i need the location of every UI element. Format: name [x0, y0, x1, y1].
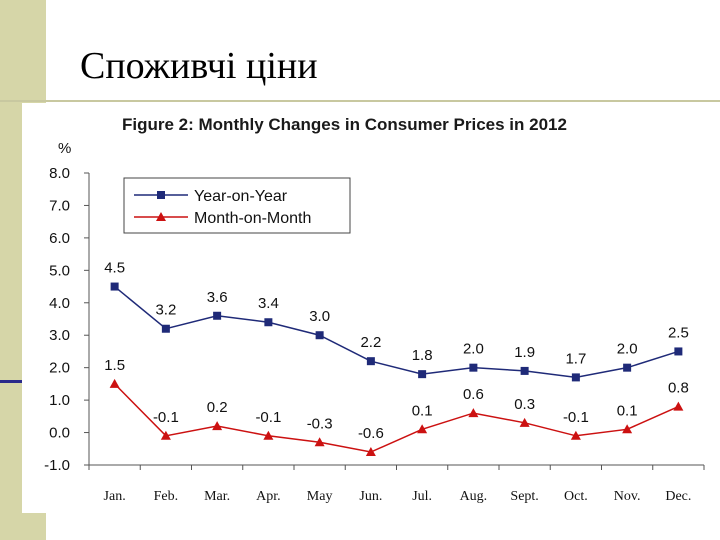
series-month-on-month: 1.5 -0.1 0.2 -0.1 -0.3 -0.6 0.1 0.6 0.3 -0.1 0.1 0.… — [104, 357, 689, 457]
y-tick-label: 3.0 — [49, 327, 70, 344]
x-tick-label: Jun. — [359, 489, 382, 504]
data-point — [110, 282, 119, 291]
data-point — [263, 430, 274, 440]
data-label: 0.8 — [668, 380, 689, 397]
data-label: 4.5 — [104, 260, 125, 277]
data-label: 0.3 — [514, 396, 535, 413]
x-tick-label: Jul. — [412, 489, 432, 504]
y-tick-label: 8.0 — [49, 165, 70, 182]
series-year-on-year: 4.5 3.2 3.6 3.4 3.0 2.2 1.8 2.0 1.9 1.7 2.0 2.5 — [104, 260, 689, 382]
data-point — [418, 370, 427, 379]
series-layer: 4.5 3.2 3.6 3.4 3.0 2.2 1.8 2.0 1.9 1.7 2.0 2.5 1.5 -… — [104, 260, 689, 457]
chart-title: Figure 2: Monthly Changes in Consumer Pr… — [122, 115, 567, 134]
legend-box — [123, 177, 351, 234]
data-label: 3.0 — [309, 308, 330, 325]
series-line — [114, 383, 679, 453]
data-label: -0.3 — [307, 415, 333, 432]
title-divider — [0, 100, 720, 102]
data-label: 0.6 — [463, 386, 484, 403]
x-tick-label: Mar. — [204, 489, 230, 504]
data-point — [674, 347, 683, 356]
series-line — [114, 285, 679, 379]
data-point — [571, 373, 580, 382]
data-point — [264, 318, 273, 327]
data-point — [468, 408, 479, 418]
data-label: 0.1 — [617, 402, 638, 419]
data-point — [519, 417, 530, 427]
x-tick-label: Aug. — [460, 489, 488, 504]
data-point — [623, 363, 632, 372]
data-label: -0.6 — [358, 425, 384, 442]
data-point — [520, 366, 529, 375]
data-point — [673, 401, 684, 411]
data-label: 3.6 — [207, 289, 228, 306]
x-tick-label: Feb. — [154, 489, 179, 504]
chart-panel: Figure 2: Monthly Changes in Consumer Pr… — [22, 103, 720, 513]
data-label: 0.1 — [412, 402, 433, 419]
data-label: -0.1 — [255, 409, 281, 426]
data-label: 1.5 — [104, 357, 125, 374]
x-tick-label: May — [307, 489, 333, 504]
y-tick-label: 6.0 — [49, 230, 70, 247]
data-point — [469, 363, 478, 372]
x-tick-label: Nov. — [614, 489, 641, 504]
data-label: 2.5 — [668, 324, 689, 341]
data-label: 1.9 — [514, 344, 535, 361]
y-unit-label: % — [58, 140, 71, 157]
data-point — [365, 447, 376, 457]
line-chart: Figure 2: Monthly Changes in Consumer Pr… — [44, 115, 705, 504]
data-label: 2.0 — [617, 341, 638, 358]
y-tick-label: 4.0 — [49, 295, 70, 312]
y-tick-label: 5.0 — [49, 262, 70, 279]
legend-label: Year-on-Year — [194, 188, 288, 205]
legend-marker — [157, 191, 165, 199]
data-label: 2.0 — [463, 341, 484, 358]
data-point — [161, 324, 170, 333]
x-tick-label: Dec. — [665, 489, 691, 504]
legend-label: Month-on-Month — [194, 210, 311, 227]
x-tick-label: Sept. — [510, 489, 538, 504]
data-point — [622, 424, 633, 434]
data-label: 3.4 — [258, 295, 279, 312]
data-point — [314, 437, 325, 447]
legend-marker — [156, 212, 166, 221]
slide-title: Споживчі ціни — [80, 45, 318, 87]
data-point — [160, 430, 171, 440]
data-label: 3.2 — [155, 302, 176, 319]
data-label: 2.2 — [360, 334, 381, 351]
data-point — [315, 331, 324, 340]
data-label: 1.7 — [565, 350, 586, 367]
data-point — [109, 378, 120, 388]
y-tick-label: 1.0 — [49, 392, 70, 409]
y-tick-label: 0.0 — [49, 425, 70, 442]
x-tick-label: Jan. — [104, 489, 126, 504]
y-tick-label: 2.0 — [49, 360, 70, 377]
data-point — [366, 357, 375, 366]
chart-legend: Year-on-Year Month-on-Month — [123, 177, 351, 234]
data-label: -0.1 — [153, 409, 179, 426]
y-tick-label: 7.0 — [49, 197, 70, 214]
y-tick-label: -1.0 — [44, 457, 70, 474]
data-label: 0.2 — [207, 399, 228, 416]
data-point — [417, 424, 428, 434]
data-point — [212, 421, 223, 431]
data-point — [570, 430, 581, 440]
x-tick-label: Oct. — [564, 489, 588, 504]
x-tick-label: Apr. — [256, 489, 281, 504]
data-label: 1.8 — [412, 347, 433, 364]
data-label: -0.1 — [563, 409, 589, 426]
axes: 8.0 7.0 6.0 5.0 4.0 3.0 2.0 1.0 0.0 -1.0 Jan. Feb. M… — [44, 165, 705, 504]
data-point — [213, 311, 222, 320]
